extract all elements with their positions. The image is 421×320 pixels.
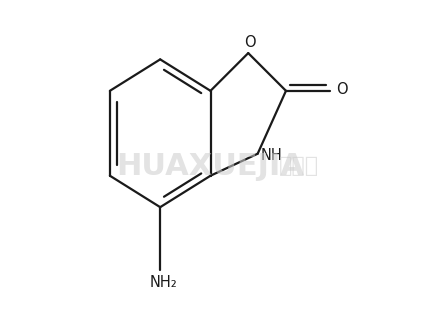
Text: NH₂: NH₂ xyxy=(149,275,177,290)
Text: O: O xyxy=(336,82,348,97)
Text: 化学加: 化学加 xyxy=(278,156,319,176)
Text: NH: NH xyxy=(261,148,282,163)
Text: HUAXUEJIA: HUAXUEJIA xyxy=(117,152,304,181)
Text: O: O xyxy=(244,35,256,50)
